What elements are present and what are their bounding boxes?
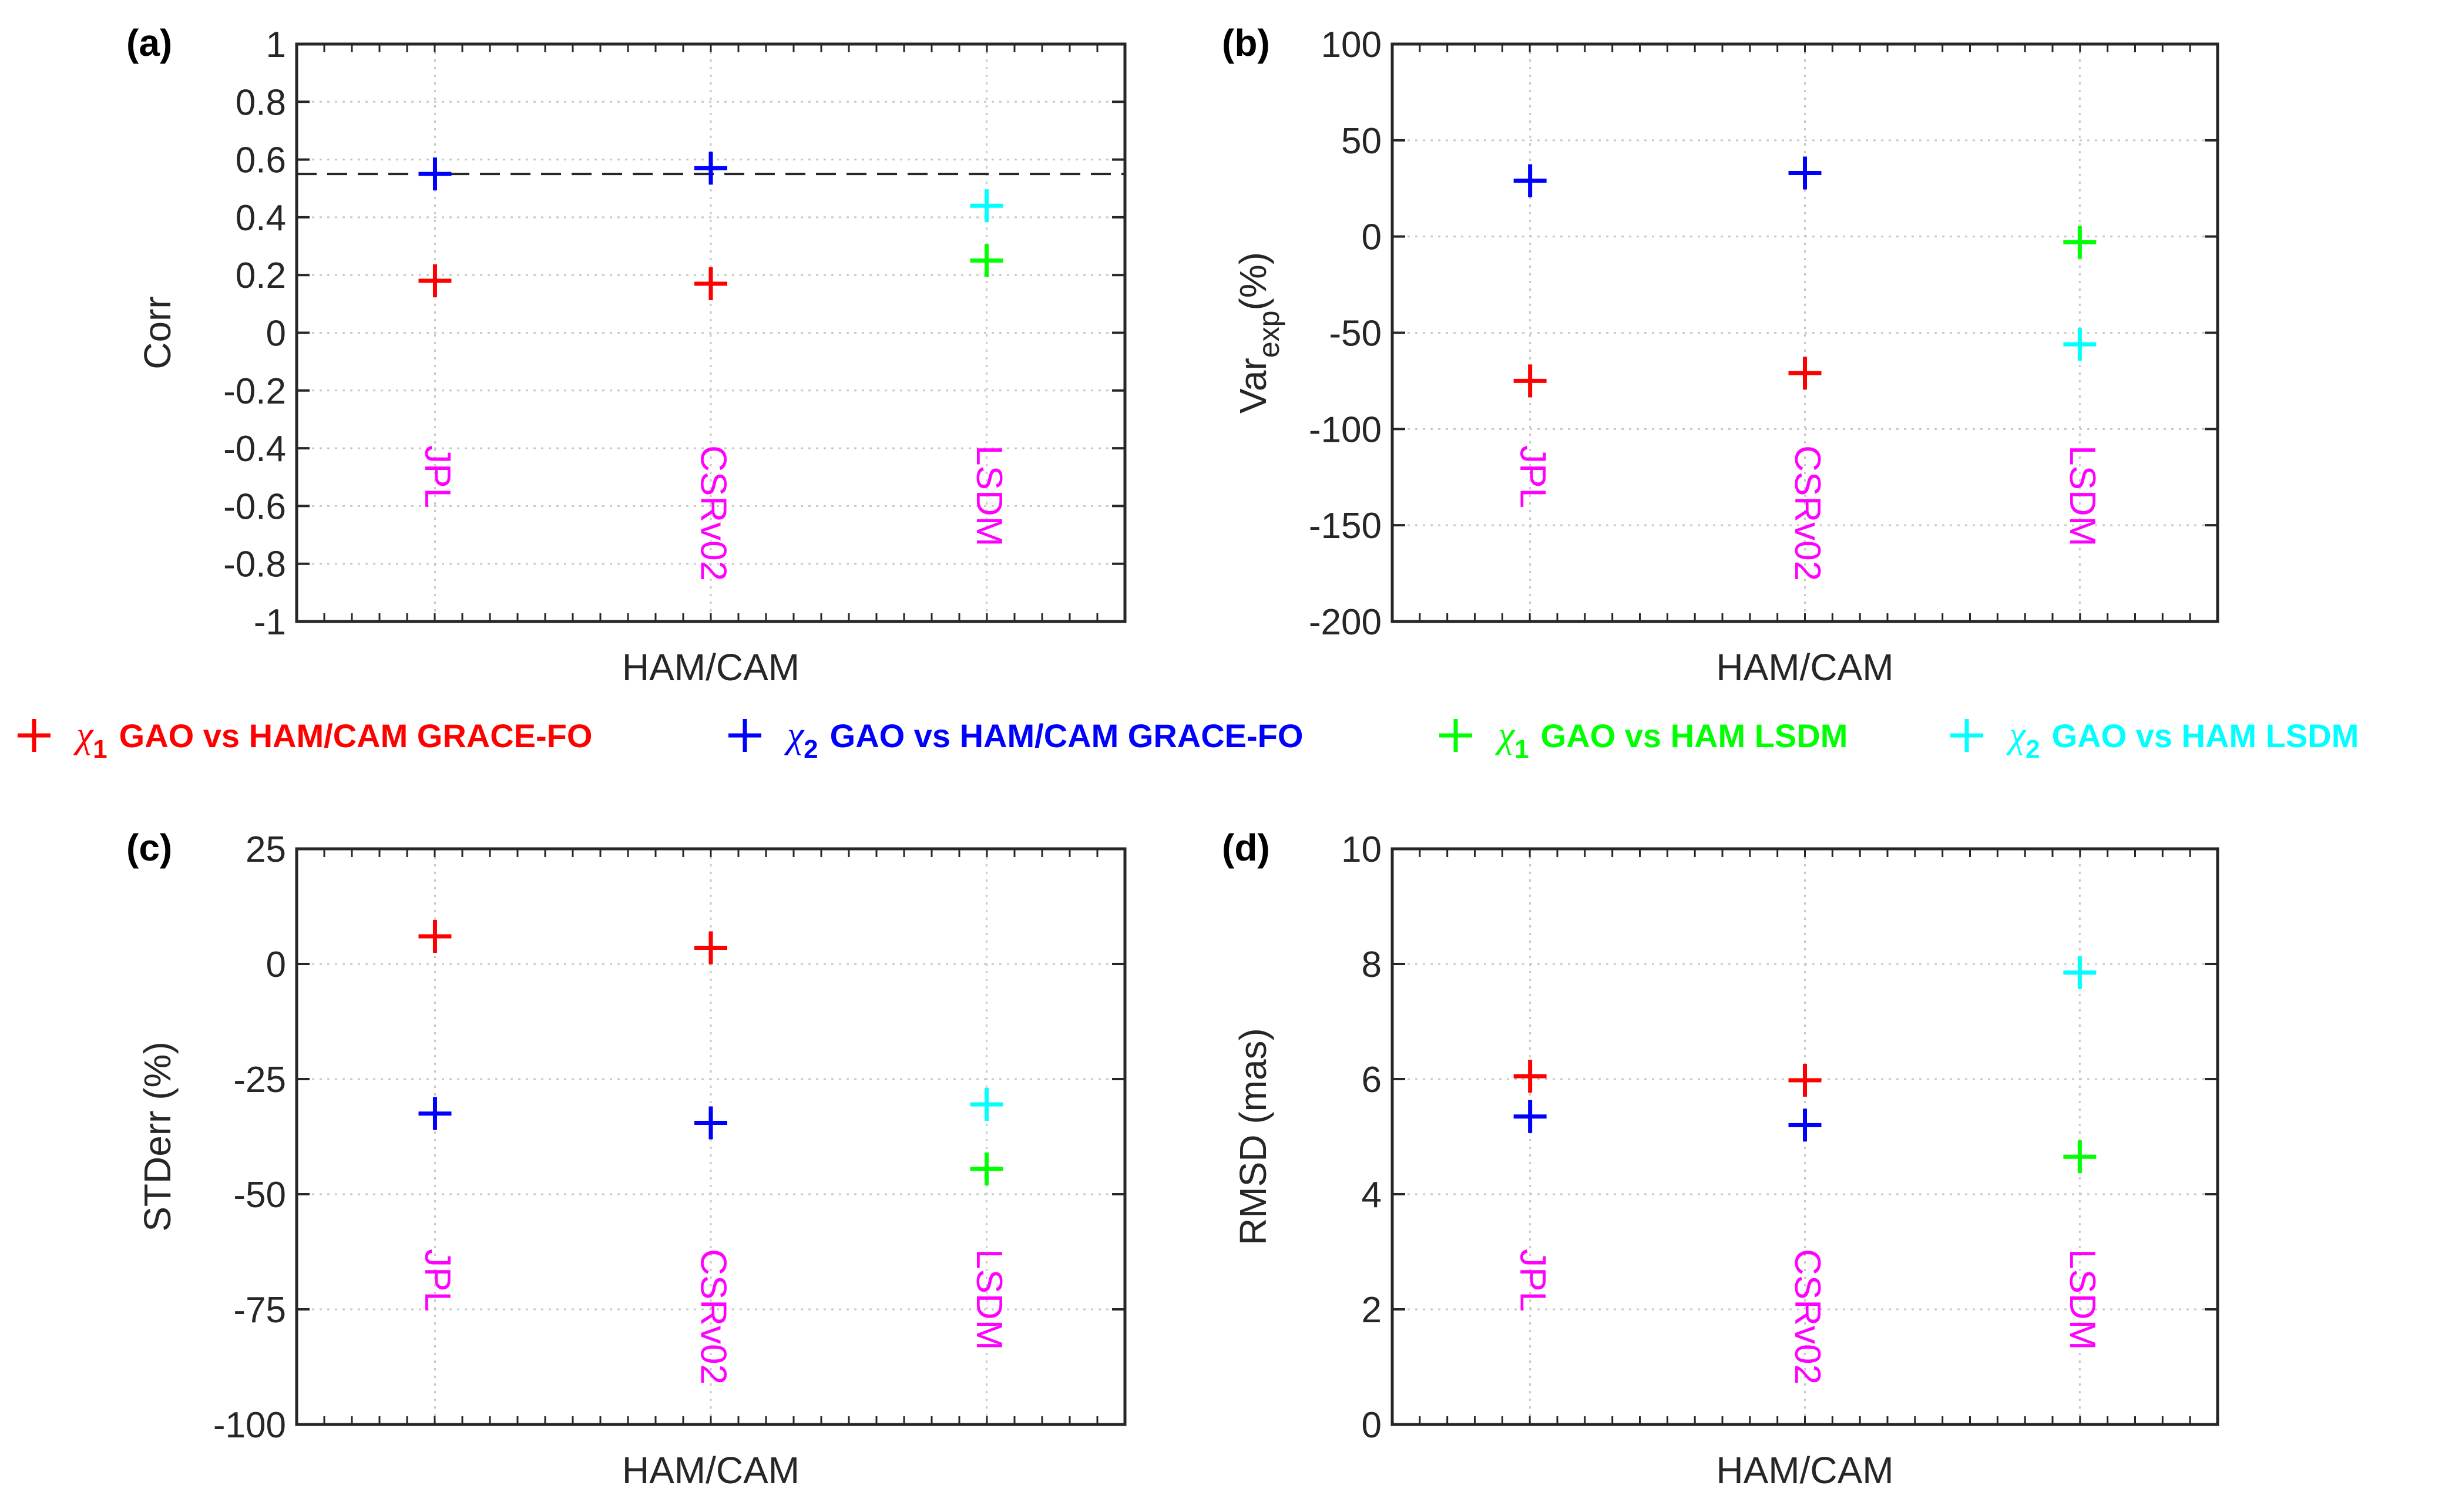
category-label: LSDM — [2062, 445, 2102, 546]
y-tick-label: 4 — [1362, 1175, 1382, 1215]
legend-item: χ1 GAO vs HAM LSDM — [1439, 714, 1848, 764]
data-point-chi2_lsdm — [970, 1088, 1003, 1121]
data-point-chi1_grace — [418, 264, 452, 298]
chart-panel-2: -200 -150 -100 -50 0 50 100 JPL CSRv02 LSDM (b) HAM… — [1222, 22, 2219, 688]
x-axis-label: HAM/CAM — [622, 646, 800, 688]
y-tick-label: 2 — [1362, 1290, 1382, 1330]
x-axis-label: HAM/CAM — [1716, 1449, 1893, 1491]
y-tick-label: 1 — [266, 25, 286, 65]
data-point-chi2_grace — [418, 1097, 452, 1130]
category-label: JPL — [1512, 1249, 1553, 1312]
data-point-chi1_lsdm — [970, 1152, 1003, 1185]
panel-label: (b) — [1222, 22, 1270, 64]
x-axis-label: HAM/CAM — [622, 1449, 800, 1491]
data-point-chi1_grace — [1788, 1063, 1822, 1097]
axes-frame — [295, 847, 1127, 1426]
panel-label: (c) — [126, 826, 172, 869]
y-tick-label: 0 — [266, 314, 286, 354]
data-point-chi2_lsdm — [2063, 956, 2097, 989]
y-tick-label: 10 — [1341, 829, 1382, 870]
y-tick-label: 0 — [1362, 217, 1382, 258]
category-label: LSDM — [969, 445, 1009, 546]
data-point-chi1_grace — [1513, 364, 1547, 398]
category-label: JPL — [417, 1249, 458, 1312]
category-label: CSRv02 — [693, 445, 734, 581]
category-label: LSDM — [969, 1249, 1009, 1350]
y-axis-label: Corr — [136, 296, 179, 369]
y-tick-label: 0 — [266, 945, 286, 985]
data-point-chi2_grace — [418, 157, 452, 191]
axes-frame — [295, 42, 1127, 623]
data-point-chi2_grace — [694, 152, 727, 185]
chart-panel-3: -100 -75 -50 -25 0 25 JPL CSRv02 LSDM (c) HAM/CAM S… — [126, 826, 1127, 1491]
panel-label: (a) — [126, 22, 172, 64]
legend-label: χ1 GAO vs HAM LSDM — [1494, 714, 1848, 764]
y-axis-label: RMSD (mas) — [1232, 1028, 1274, 1245]
data-point-chi1_lsdm — [970, 244, 1003, 277]
data-point-chi1_grace — [418, 919, 452, 953]
legend-label: χ1 GAO vs HAM/CAM GRACE-FO — [73, 714, 592, 764]
y-tick-label: -50 — [233, 1175, 286, 1215]
data-point-chi1_grace — [1513, 1060, 1547, 1093]
legend: χ1 GAO vs HAM/CAM GRACE-FO χ2 GAO vs HAM/CA… — [18, 714, 2359, 764]
data-point-chi1_grace — [694, 931, 727, 965]
y-tick-label: 8 — [1362, 945, 1382, 985]
data-point-chi1_grace — [1788, 357, 1822, 390]
y-tick-label: 0.6 — [236, 140, 286, 181]
y-tick-label: -0.6 — [223, 486, 286, 527]
y-tick-label: -25 — [233, 1060, 286, 1100]
data-point-chi1_grace — [694, 267, 727, 300]
category-label: CSRv02 — [1787, 445, 1828, 581]
legend-label: χ2 GAO vs HAM LSDM — [2006, 714, 2359, 764]
category-label: LSDM — [2062, 1249, 2102, 1350]
chart-panel-4: 0 2 4 6 8 10 JPL CSRv02 LSDM (d) HAM/CAM RMSD (mas) — [1222, 826, 2219, 1491]
data-point-chi2_grace — [1513, 1100, 1547, 1133]
axes-frame — [1390, 42, 2219, 623]
y-tick-label: 0.2 — [236, 256, 286, 296]
data-point-chi1_lsdm — [2063, 1140, 2097, 1174]
chart-panel-1: -1 -0.8 -0.6 -0.4 -0.2 0 0.2 0.4 0.6 0.8 1 JPL CSRv0… — [126, 22, 1127, 688]
category-label: CSRv02 — [1787, 1249, 1828, 1385]
data-point-chi2_lsdm — [970, 189, 1003, 223]
legend-item: χ2 GAO vs HAM LSDM — [1950, 714, 2359, 764]
y-tick-label: 25 — [246, 829, 286, 870]
panel-label: (d) — [1222, 826, 1270, 869]
y-axis-label: Varexp(%) — [1232, 252, 1285, 414]
category-label: JPL — [417, 445, 458, 508]
y-tick-label: -150 — [1309, 506, 1382, 546]
axes-frame — [1390, 847, 2219, 1426]
y-tick-label: 50 — [1341, 121, 1382, 162]
legend-item: χ2 GAO vs HAM/CAM GRACE-FO — [728, 714, 1303, 764]
y-tick-label: -1 — [254, 602, 286, 643]
y-tick-label: 6 — [1362, 1060, 1382, 1100]
y-tick-label: -0.8 — [223, 545, 286, 585]
data-point-chi2_grace — [694, 1106, 727, 1140]
y-tick-label: -50 — [1329, 314, 1382, 354]
data-point-chi2_grace — [1513, 164, 1547, 197]
y-tick-label: -0.4 — [223, 429, 286, 469]
y-tick-label: -200 — [1309, 602, 1382, 643]
legend-label: χ2 GAO vs HAM/CAM GRACE-FO — [784, 714, 1303, 764]
legend-item: χ1 GAO vs HAM/CAM GRACE-FO — [18, 714, 592, 764]
y-tick-label: 0 — [1362, 1405, 1382, 1446]
data-point-chi2_lsdm — [2063, 328, 2097, 361]
category-label: CSRv02 — [693, 1249, 734, 1385]
data-point-chi2_grace — [1788, 1108, 1822, 1142]
data-point-chi1_lsdm — [2063, 226, 2097, 259]
y-tick-label: -0.2 — [223, 371, 286, 412]
y-tick-label: 0.4 — [236, 198, 286, 238]
y-tick-label: -100 — [213, 1405, 286, 1446]
y-axis-label: STDerr (%) — [136, 1041, 179, 1232]
y-tick-label: 100 — [1321, 25, 1382, 65]
data-point-chi2_grace — [1788, 156, 1822, 190]
y-tick-label: -100 — [1309, 409, 1382, 450]
y-tick-label: -75 — [233, 1290, 286, 1330]
x-axis-label: HAM/CAM — [1716, 646, 1893, 688]
category-label: JPL — [1512, 445, 1553, 508]
y-tick-label: 0.8 — [236, 82, 286, 123]
